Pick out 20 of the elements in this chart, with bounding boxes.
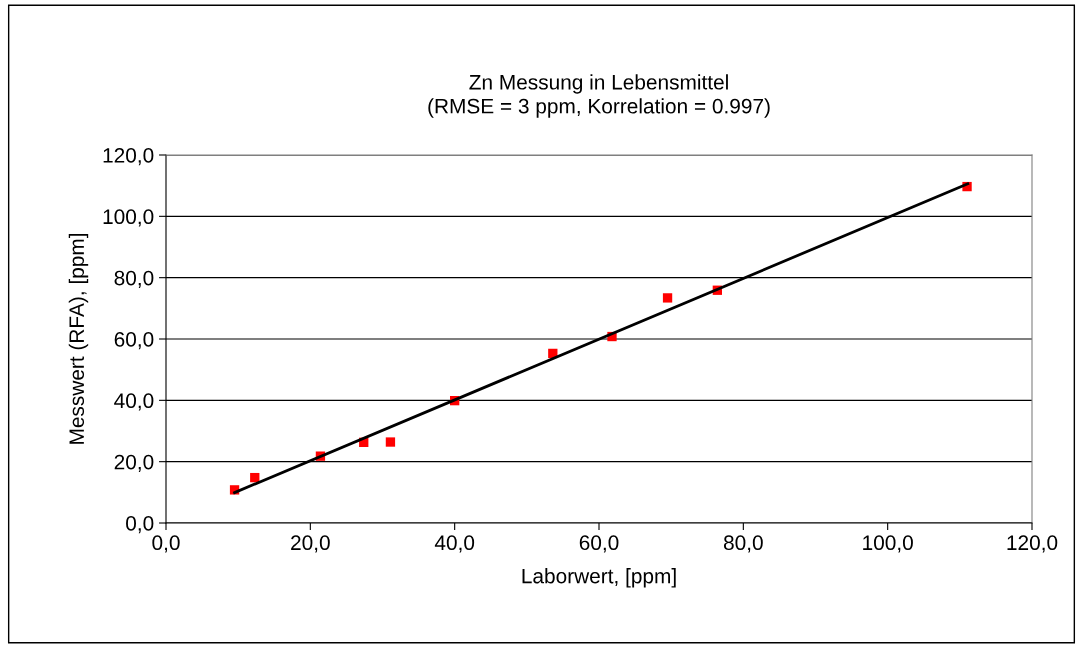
x-tick-label: 40,0 <box>434 535 475 553</box>
y-axis-title: Messwert (RFA), [ppm] <box>68 233 89 444</box>
y-tick-label: 0,0 <box>126 516 154 534</box>
point <box>250 472 260 483</box>
x-tick-label: 120,0 <box>1007 535 1058 553</box>
point <box>385 437 396 447</box>
x-tick-label: 0,0 <box>152 535 180 553</box>
x-tick-label: 20,0 <box>291 535 330 553</box>
y-tick-label: 20,0 <box>114 454 154 472</box>
chart-title: Zn Messung in Lebensmittel (RMSE = 3 ppm, Korrelation = 0.997) <box>428 74 770 118</box>
y-tick-label: 60,0 <box>114 332 154 350</box>
y-tick-label: 80,0 <box>114 270 154 288</box>
x-tick-label: 60,0 <box>579 535 619 553</box>
x-axis-title: Laborwert, [ppm] <box>522 568 676 588</box>
y-tick-label: 100,0 <box>103 209 154 227</box>
x-tick-label: 80,0 <box>723 535 763 553</box>
point <box>662 293 673 303</box>
x-tick-label: 100,0 <box>863 535 913 553</box>
y-tick-label: 40,0 <box>114 393 154 411</box>
y-tick-label: 120,0 <box>103 148 154 166</box>
